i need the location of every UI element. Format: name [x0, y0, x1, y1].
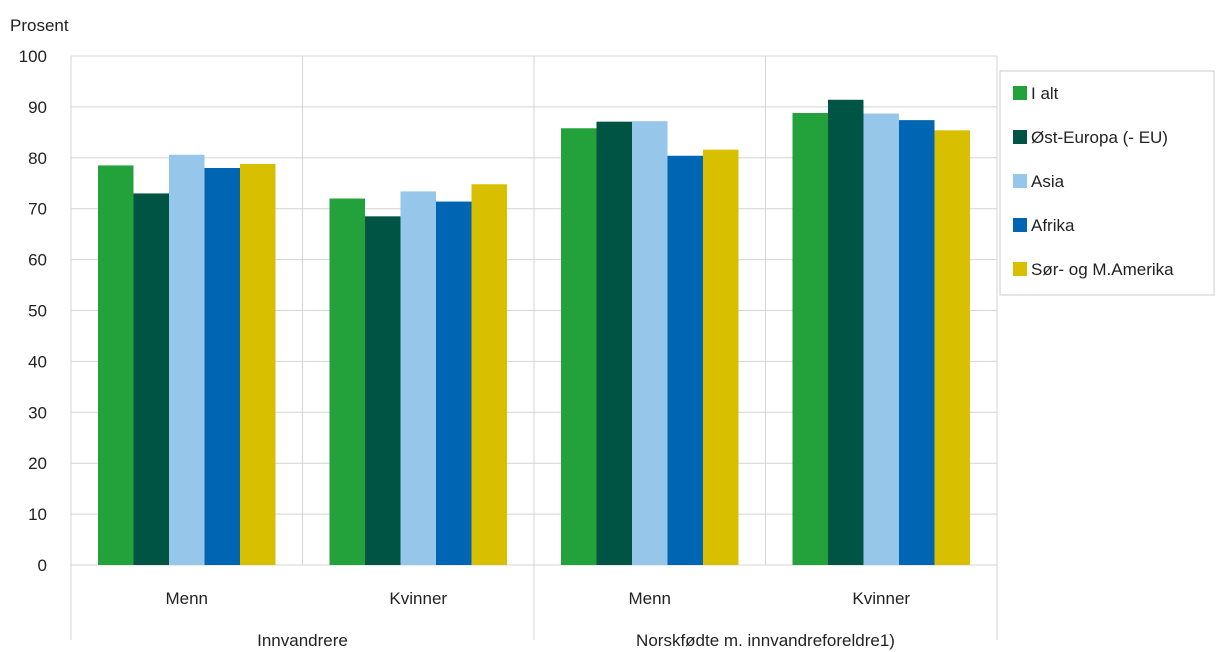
bar--st-europa-eu--1 [365, 216, 401, 565]
legend-label: Øst-Europa (- EU) [1031, 128, 1168, 147]
bar-s-r-og-m-amerika-3 [934, 130, 970, 565]
legend: I alt Øst-Europa (- EU) Asia Afrika Sør- og … [999, 70, 1215, 296]
bar-asia-1 [400, 191, 436, 566]
x-category-label: Menn [628, 589, 671, 608]
bar-afrika-0 [204, 167, 240, 566]
legend-swatch [1013, 86, 1027, 100]
bar-asia-2 [632, 121, 668, 565]
y-tick-label: 50 [28, 302, 47, 321]
x-group-label: Innvandrere [257, 631, 348, 650]
y-tick-label: 90 [28, 98, 47, 117]
y-tick-label: 10 [28, 505, 47, 524]
y-tick-label: 20 [28, 454, 47, 473]
y-tick-label: 40 [28, 352, 47, 371]
legend-swatch [1013, 130, 1027, 144]
x-category-label: Kvinner [852, 589, 910, 608]
x-group-label: Norskfødte m. innvandreforeldre1) [636, 631, 895, 650]
x-category-label: Menn [165, 589, 208, 608]
y-axis-title: Prosent [10, 16, 69, 35]
y-tick-label: 100 [19, 47, 47, 66]
y-tick-label: 80 [28, 149, 47, 168]
bar-asia-3 [863, 113, 899, 565]
bar--st-europa-eu--0 [133, 193, 169, 565]
bar-i-alt-2 [561, 128, 597, 565]
y-tick-label: 60 [28, 251, 47, 270]
y-tick-label: 0 [38, 556, 47, 575]
bar-i-alt-3 [792, 113, 828, 566]
bars [98, 99, 970, 566]
bar-s-r-og-m-amerika-1 [471, 184, 507, 565]
legend-label: I alt [1031, 84, 1059, 103]
y-tick-label: 70 [28, 200, 47, 219]
bar-s-r-og-m-amerika-0 [240, 163, 276, 565]
y-tick-label: 30 [28, 403, 47, 422]
legend-swatch [1013, 174, 1027, 188]
legend-label: Asia [1031, 172, 1065, 191]
x-axis-labels: Menn Kvinner Menn Kvinner Innvandrere Norskfø… [165, 589, 910, 650]
legend-label: Afrika [1031, 216, 1075, 235]
bar-asia-0 [169, 154, 205, 565]
bar--st-europa-eu--2 [596, 121, 632, 565]
legend-swatch [1013, 218, 1027, 232]
legend-label: Sør- og M.Amerika [1031, 260, 1174, 279]
bar-afrika-3 [899, 120, 935, 565]
legend-swatch [1013, 262, 1027, 276]
bar-afrika-2 [667, 155, 703, 566]
bar-i-alt-1 [329, 198, 365, 565]
bar-i-alt-0 [98, 165, 134, 565]
legend-frame [999, 70, 1215, 296]
bar--st-europa-eu--3 [828, 99, 864, 566]
bar-s-r-og-m-amerika-2 [703, 149, 739, 565]
bar-afrika-1 [436, 201, 472, 565]
x-category-label: Kvinner [389, 589, 447, 608]
y-axis-ticks: 0 10 20 30 40 50 60 70 80 90 100 [19, 47, 47, 575]
